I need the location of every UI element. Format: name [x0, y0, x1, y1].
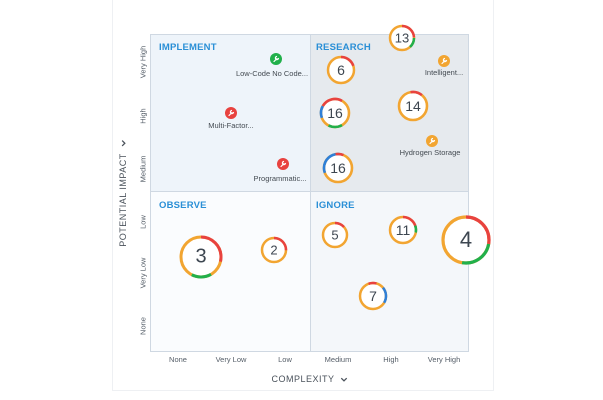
chevron-down-icon: [340, 377, 348, 382]
cluster-count: 11: [395, 222, 411, 238]
quadrant-observe: OBSERVE: [150, 192, 311, 352]
wrench-icon: [273, 55, 280, 63]
item-pin[interactable]: [270, 53, 282, 65]
quadrant-label-research: RESEARCH: [316, 42, 371, 53]
cluster-ring: [388, 215, 418, 245]
item-pin[interactable]: [277, 158, 289, 170]
y-tick: Very Low: [138, 257, 148, 289]
chevron-down-icon: [121, 140, 126, 147]
cluster-count: 5: [331, 227, 339, 243]
cluster-bubble[interactable]: 16: [319, 97, 351, 129]
item-pin[interactable]: [225, 107, 237, 119]
item-label[interactable]: Multi-Factor...: [208, 121, 254, 130]
quadrant-label-ignore: IGNORE: [316, 200, 355, 211]
cluster-ring: [319, 97, 351, 129]
x-tick: Very High: [427, 355, 461, 364]
cluster-ring: [358, 281, 388, 311]
cluster-bubble[interactable]: 6: [326, 55, 356, 85]
item-label[interactable]: Intelligent...: [424, 68, 464, 77]
cluster-bubble[interactable]: 2: [260, 236, 288, 264]
cluster-bubble[interactable]: 5: [321, 221, 349, 249]
quadrant-label-implement: IMPLEMENT: [159, 42, 217, 53]
y-tick: High: [138, 108, 148, 124]
y-tick: Low: [138, 215, 148, 229]
y-axis-title: POTENTIAL IMPACT: [118, 153, 128, 247]
x-tick: High: [383, 355, 399, 364]
y-axis-dropdown[interactable]: POTENTIAL IMPACT: [118, 139, 128, 247]
cluster-bubble[interactable]: 3: [179, 235, 223, 279]
cluster-ring: [326, 55, 356, 85]
item-pin[interactable]: [438, 55, 450, 67]
wrench-icon: [429, 137, 436, 145]
y-tick: None: [138, 317, 148, 335]
cluster-ring: [179, 235, 223, 279]
cluster-count: 7: [369, 288, 377, 304]
cluster-bubble[interactable]: 13: [388, 24, 416, 52]
x-axis-dropdown[interactable]: COMPLEXITY: [271, 374, 348, 384]
cluster-ring: [322, 152, 354, 184]
cluster-count: 4: [459, 227, 473, 252]
wrench-icon: [228, 109, 235, 117]
cluster-ring: [388, 24, 416, 52]
y-tick: Medium: [138, 155, 148, 183]
cluster-count: 6: [337, 62, 345, 78]
item-label[interactable]: Hydrogen Storage: [399, 148, 461, 157]
quadrant-label-observe: OBSERVE: [159, 200, 207, 211]
item-label[interactable]: Low-Code No Code...: [235, 69, 309, 78]
cluster-ring: [397, 90, 429, 122]
x-tick: Very Low: [215, 355, 247, 364]
cluster-bubble[interactable]: 11: [388, 215, 418, 245]
x-tick: Low: [278, 355, 292, 364]
item-label[interactable]: Programmatic...: [253, 174, 307, 183]
cluster-bubble[interactable]: 7: [358, 281, 388, 311]
y-tick: Very High: [138, 45, 148, 79]
cluster-ring: [260, 236, 288, 264]
wrench-icon: [280, 160, 287, 168]
cluster-bubble[interactable]: 4: [441, 215, 491, 265]
item-pin[interactable]: [426, 135, 438, 147]
cluster-bubble[interactable]: 16: [322, 152, 354, 184]
cluster-ring: [321, 221, 349, 249]
x-axis-title: COMPLEXITY: [271, 374, 335, 384]
cluster-count: 13: [394, 30, 410, 46]
x-tick: Medium: [324, 355, 352, 364]
cluster-count: 3: [195, 245, 207, 268]
wrench-icon: [441, 57, 448, 65]
cluster-ring: [441, 215, 491, 265]
cluster-bubble[interactable]: 14: [397, 90, 429, 122]
cluster-count: 14: [405, 98, 421, 114]
cluster-count: 16: [330, 160, 346, 176]
cluster-count: 2: [270, 242, 278, 258]
cluster-count: 16: [327, 105, 343, 121]
quadrant-ignore: IGNORE: [311, 192, 469, 352]
x-tick: None: [169, 355, 187, 364]
